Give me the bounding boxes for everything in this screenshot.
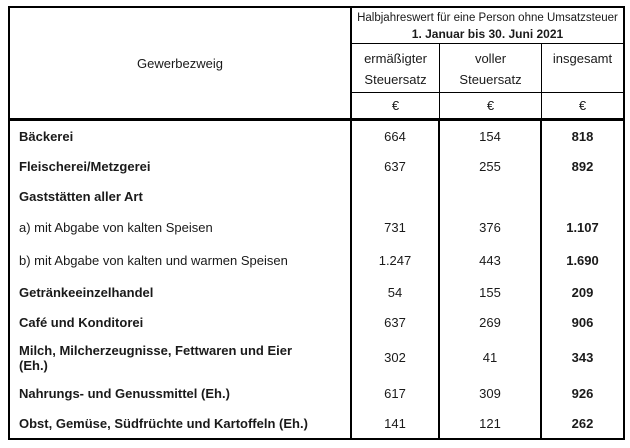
row-label: Obst, Gemüse, Südfrüchte und Kartoffeln … — [19, 415, 308, 431]
tax-allowance-table: Gewerbezweig Halbjahreswert für eine Per… — [8, 6, 625, 440]
row-total-value: 1.690 — [540, 244, 623, 277]
row-full-rate-value: 41 — [438, 337, 540, 378]
row-total-value: 892 — [540, 151, 623, 181]
header-title-cell: Halbjahreswert für eine Person ohne Umsa… — [352, 8, 623, 44]
row-reduced-rate-value: 141 — [350, 408, 438, 438]
row-full-rate-value: 269 — [438, 307, 540, 337]
col-header-line: voller — [474, 51, 507, 66]
row-reduced-rate-value: 637 — [350, 307, 438, 337]
col-header-reduced-rate: ermäßigter Steuersatz — [352, 44, 439, 92]
table-row: Café und Konditorei 637 269 906 — [10, 307, 623, 337]
row-full-rate-value: 154 — [438, 121, 540, 151]
row-total-value — [540, 181, 623, 211]
row-label: Fleischerei/Metzgerei — [19, 158, 151, 174]
row-total-value: 343 — [540, 337, 623, 378]
row-full-rate-value: 155 — [438, 277, 540, 307]
row-label: Café und Konditorei — [19, 314, 144, 330]
row-total-value: 209 — [540, 277, 623, 307]
table-header: Gewerbezweig Halbjahreswert für eine Per… — [10, 8, 623, 121]
row-full-rate-value — [438, 181, 540, 211]
row-full-rate-value: 255 — [438, 151, 540, 181]
row-full-rate-value: 309 — [438, 378, 540, 408]
row-reduced-rate-value — [350, 181, 438, 211]
row-total-value: 926 — [540, 378, 623, 408]
row-reduced-rate-value: 731 — [350, 211, 438, 244]
table-row: Nahrungs- und Genussmittel (Eh.) 617 309 92… — [10, 378, 623, 408]
row-full-rate-value: 376 — [438, 211, 540, 244]
header-period: 1. Januar bis 30. Juni 2021 — [411, 26, 564, 41]
table-row: Fleischerei/Metzgerei 637 255 892 — [10, 151, 623, 181]
row-label: Gaststätten aller Art — [19, 188, 143, 204]
row-label: a) mit Abgabe von kalten Speisen — [19, 220, 213, 235]
row-label: Nahrungs- und Genussmittel (Eh.) — [19, 385, 230, 401]
row-reduced-rate-value: 54 — [350, 277, 438, 307]
table-row: a) mit Abgabe von kalten Speisen 731 376 1.… — [10, 211, 623, 244]
row-full-rate-value: 121 — [438, 408, 540, 438]
col-header-line: Steuersatz — [364, 72, 427, 87]
row-label: Getränkeeinzelhandel — [19, 284, 154, 300]
row-full-rate-value: 443 — [438, 244, 540, 277]
col-header-line — [542, 69, 623, 90]
branch-column-header: Gewerbezweig — [137, 55, 223, 71]
currency-symbol: € — [391, 98, 400, 113]
table-row: b) mit Abgabe von kalten und warmen Spei… — [10, 244, 623, 277]
header-right-block: Halbjahreswert für eine Person ohne Umsa… — [350, 8, 623, 118]
currency-row: € € € — [352, 93, 623, 118]
currency-symbol: € — [541, 93, 623, 118]
header-title: Halbjahreswert für eine Person ohne Umsa… — [357, 11, 618, 24]
row-reduced-rate-value: 1.247 — [350, 244, 438, 277]
currency-symbol: € — [439, 93, 541, 118]
table-row: Obst, Gemüse, Südfrüchte und Kartoffeln … — [10, 408, 623, 438]
row-label: b) mit Abgabe von kalten und warmen Spei… — [19, 253, 288, 268]
row-total-value: 818 — [540, 121, 623, 151]
col-header-line: ermäßigter — [364, 51, 427, 66]
table-row: Bäckerei 664 154 818 — [10, 121, 623, 151]
col-header-line: insgesamt — [552, 51, 613, 66]
table-row: Getränkeeinzelhandel 54 155 209 — [10, 277, 623, 307]
col-header-full-rate: voller Steuersatz — [439, 44, 541, 92]
row-label: Bäckerei — [19, 128, 74, 144]
table-body: Bäckerei 664 154 818 Fleischerei/Metzgerei 63… — [10, 121, 623, 438]
row-reduced-rate-value: 637 — [350, 151, 438, 181]
table-row: Gaststätten aller Art — [10, 181, 623, 211]
column-headers-row: ermäßigter Steuersatz voller Steuersatz … — [352, 44, 623, 93]
row-label: Milch, Milcherzeugnisse, Fettwaren und E… — [19, 342, 293, 373]
col-header-line: Steuersatz — [459, 72, 522, 87]
row-total-value: 906 — [540, 307, 623, 337]
row-reduced-rate-value: 617 — [350, 378, 438, 408]
row-reduced-rate-value: 302 — [350, 337, 438, 378]
row-total-value: 1.107 — [540, 211, 623, 244]
col-header-total: insgesamt — [541, 44, 623, 92]
row-total-value: 262 — [540, 408, 623, 438]
table-row: Milch, Milcherzeugnisse, Fettwaren und E… — [10, 337, 623, 378]
row-reduced-rate-value: 664 — [350, 121, 438, 151]
